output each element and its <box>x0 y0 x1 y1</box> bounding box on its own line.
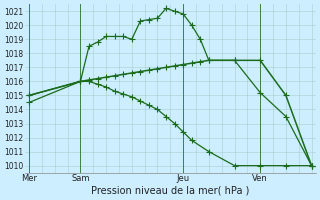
X-axis label: Pression niveau de la mer( hPa ): Pression niveau de la mer( hPa ) <box>91 186 250 196</box>
